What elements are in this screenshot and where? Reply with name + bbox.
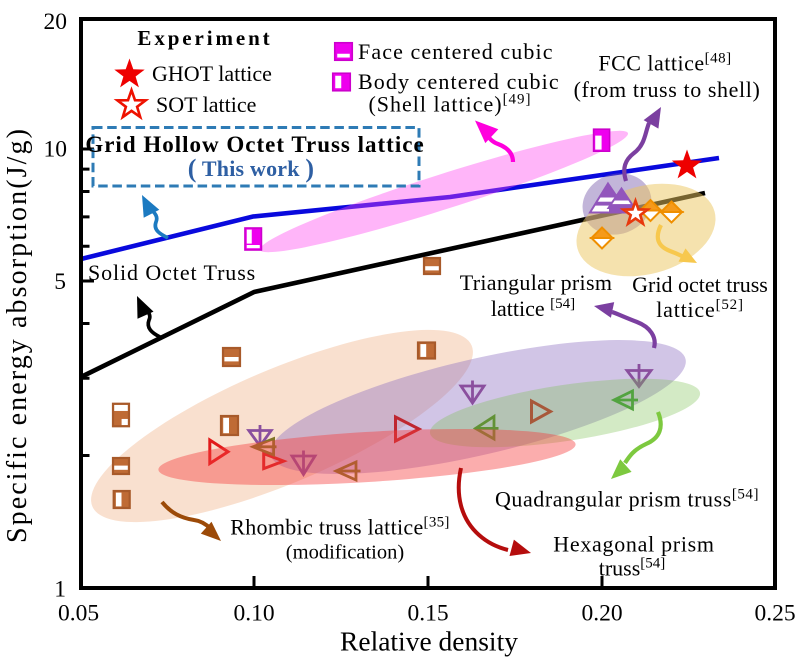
svg-text:1: 1 — [54, 577, 66, 603]
svg-text:Hexagonal prism: Hexagonal prism — [553, 532, 714, 557]
svg-text:Rhombic truss lattice[35]: Rhombic truss lattice[35] — [230, 515, 449, 540]
svg-text:0.05: 0.05 — [58, 601, 99, 627]
svg-text:Grid Hollow Octet Truss lattic: Grid Hollow Octet Truss lattice — [85, 132, 424, 157]
svg-text:( This work ): ( This work ) — [188, 154, 315, 183]
svg-text:GHOT lattice: GHOT lattice — [152, 61, 272, 86]
svg-text:Specific energy absorption(J/g: Specific energy absorption(J/g) — [2, 127, 33, 543]
svg-text:5: 5 — [54, 269, 66, 295]
svg-text:0.20: 0.20 — [581, 601, 622, 627]
svg-text:0.10: 0.10 — [233, 601, 274, 627]
svg-text:(modification): (modification) — [286, 542, 404, 564]
svg-text:0.25: 0.25 — [754, 601, 795, 627]
svg-text:SOT lattice: SOT lattice — [156, 92, 256, 117]
svg-text:Quadrangular prism truss[54]: Quadrangular prism truss[54] — [495, 487, 759, 512]
svg-text:0.15: 0.15 — [407, 601, 448, 627]
svg-text:Experiment: Experiment — [137, 26, 272, 50]
svg-text:Body centered cubic: Body centered cubic — [358, 69, 560, 94]
svg-text:(from truss to shell): (from truss to shell) — [574, 77, 761, 102]
svg-text:Solid Octet Truss: Solid Octet Truss — [88, 260, 256, 285]
svg-text:Face centered cubic: Face centered cubic — [358, 39, 554, 64]
svg-text:Triangular prism: Triangular prism — [460, 270, 612, 295]
svg-text:10: 10 — [44, 137, 68, 163]
svg-text:20: 20 — [44, 9, 68, 35]
svg-text:Grid octet truss: Grid octet truss — [632, 272, 768, 297]
svg-text:Relative density: Relative density — [340, 626, 518, 657]
